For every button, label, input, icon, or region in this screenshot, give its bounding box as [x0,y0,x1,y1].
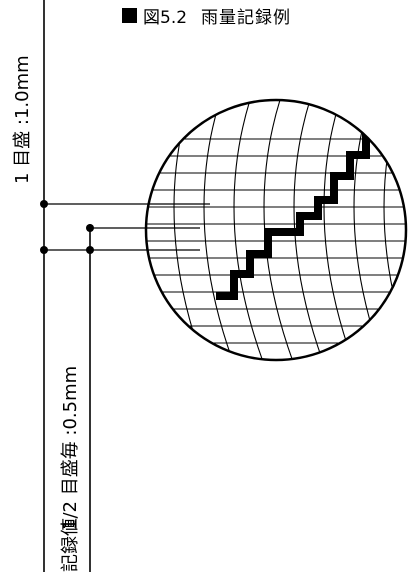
figure-caption: 雨量記録例 [201,7,292,28]
title-marker-square [122,7,137,23]
figure-number: 図5.2 [143,7,188,28]
tick-dot [86,246,94,254]
tick-dot [40,246,48,254]
rainfall-trace [216,134,406,300]
record-value-label: 記録値 [60,518,81,572]
minor-scale-label: 1/2 目盛毎 :0.5mm [60,365,81,530]
figure-title: 図5.2 雨量記録例 [122,2,291,28]
major-scale-label: 1 目盛 :1.0mm [12,55,33,184]
tick-dot [86,224,94,232]
magnifier-circle [144,98,408,362]
tick-dot [40,200,48,208]
